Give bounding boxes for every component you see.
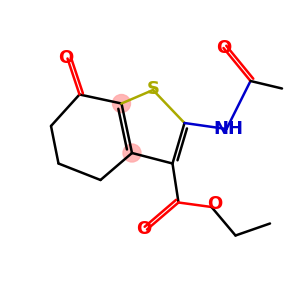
Text: O: O bbox=[136, 220, 152, 238]
Text: O: O bbox=[207, 195, 222, 213]
Text: O: O bbox=[58, 50, 74, 68]
Circle shape bbox=[123, 144, 141, 162]
Text: NH: NH bbox=[213, 120, 243, 138]
Text: O: O bbox=[216, 39, 231, 57]
Circle shape bbox=[112, 94, 130, 112]
Text: S: S bbox=[146, 80, 160, 98]
